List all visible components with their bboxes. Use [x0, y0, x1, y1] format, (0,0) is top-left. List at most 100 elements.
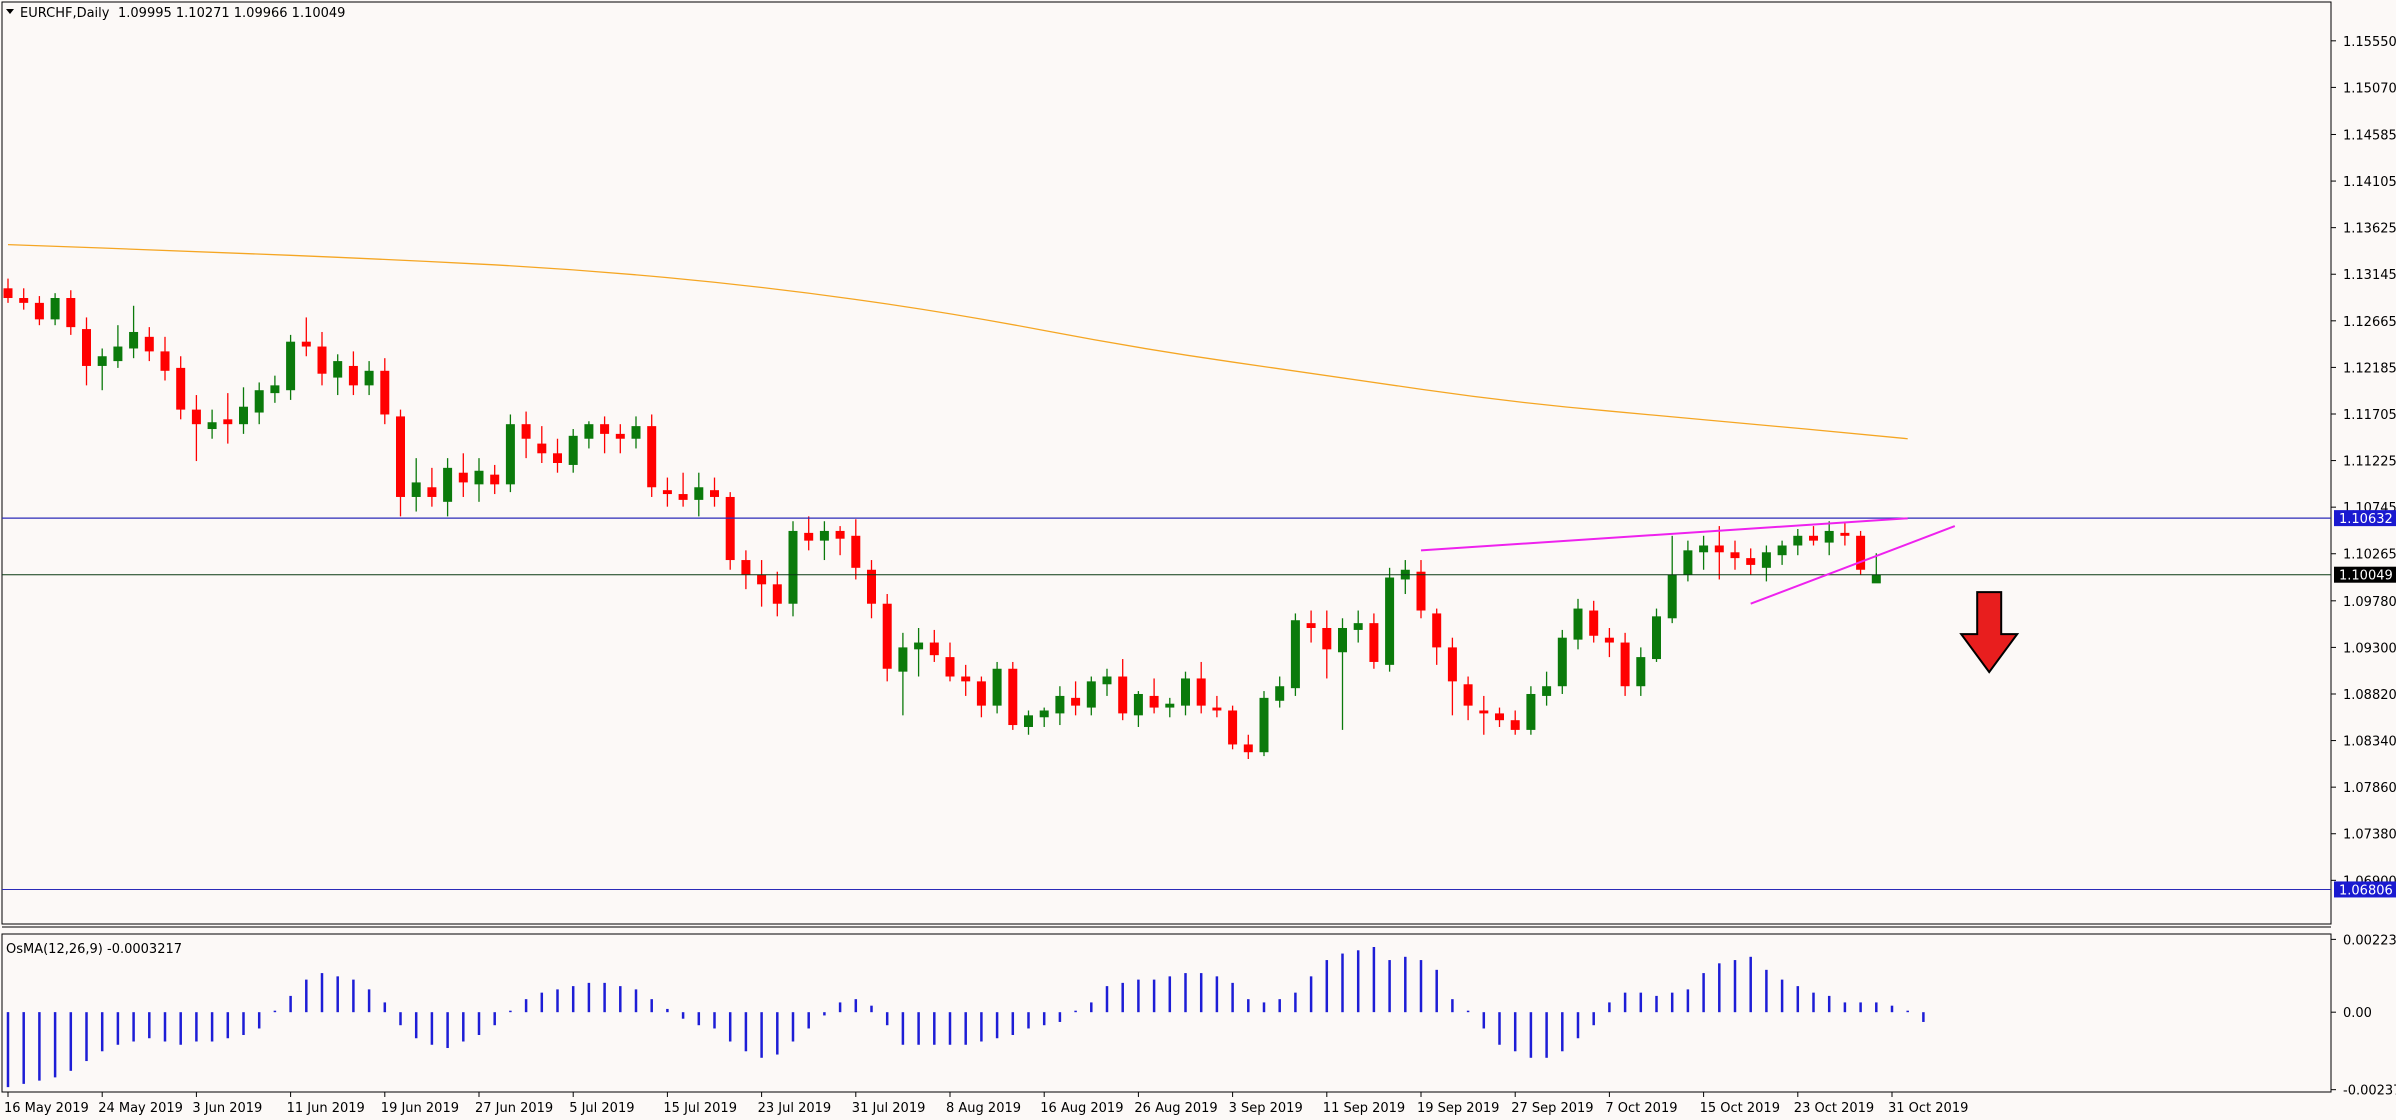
candle-bearish: [1243, 744, 1253, 753]
candle-bullish: [270, 385, 280, 394]
candle-bullish: [992, 668, 1002, 706]
candle-bearish: [1369, 623, 1379, 662]
moving-average-line: [7, 243, 1908, 440]
candle-bullish: [1793, 535, 1803, 546]
candle-bullish: [1102, 676, 1112, 685]
candle-bearish: [191, 409, 201, 425]
price-panel-border: [1, 1, 2332, 925]
price-label-box: [2334, 881, 2396, 898]
candle-bullish: [1353, 623, 1363, 630]
wedge-lower-trendline: [1750, 525, 1956, 605]
candle-bearish: [317, 346, 327, 374]
candle-bullish: [1683, 550, 1693, 575]
candle-bearish: [1322, 627, 1332, 650]
time-tick-label: 3 Jun 2019: [192, 1101, 262, 1116]
dropdown-triangle-icon[interactable]: [6, 9, 14, 14]
candle-bearish: [19, 298, 29, 303]
time-tick-label: 3 Sep 2019: [1229, 1101, 1303, 1116]
candle-bullish: [1385, 577, 1395, 665]
candle-bearish: [741, 560, 751, 575]
candle-bearish: [66, 298, 76, 328]
price-label-box: [2334, 510, 2396, 527]
candle-bearish: [976, 681, 986, 706]
candle-bearish: [1730, 552, 1740, 559]
time-tick-label: 19 Jun 2019: [381, 1101, 459, 1116]
candle-bearish: [1479, 710, 1489, 714]
candle-bullish: [97, 356, 107, 366]
candle-bullish: [568, 435, 578, 465]
candle-bearish: [882, 603, 892, 669]
price-tick-label: 1.15550: [2343, 35, 2396, 50]
osma-panel-border: [1, 933, 2332, 1093]
candle-bullish: [1338, 627, 1347, 653]
osma-panel: [1, 933, 2332, 1093]
candle-bullish: [1039, 710, 1049, 718]
candle-bullish: [1557, 637, 1567, 687]
candle-bearish: [1008, 668, 1018, 726]
time-tick-label: 8 Aug 2019: [946, 1101, 1021, 1116]
candle-bearish: [757, 574, 767, 585]
candle-bearish: [553, 453, 562, 463]
candle-bearish: [1809, 535, 1818, 541]
candle-bearish: [1589, 610, 1599, 636]
time-tick-label: 31 Oct 2019: [1888, 1101, 1968, 1116]
time-tick-label: 7 Oct 2019: [1605, 1101, 1677, 1116]
candle-bearish: [710, 490, 719, 497]
price-axis: 1.15550 1.15070 1.14585 1.14105 1.13625 1.131…: [2331, 35, 2396, 1099]
candle-bullish: [1133, 693, 1143, 716]
candle-bullish: [1824, 530, 1834, 543]
candle-bearish: [1447, 647, 1457, 682]
candle-bearish: [1432, 613, 1442, 648]
candle-bearish: [458, 472, 468, 483]
candle-bearish: [772, 584, 782, 604]
time-tick-label: 16 Aug 2019: [1040, 1101, 1123, 1116]
candle-bullish: [1275, 686, 1285, 701]
price-label-current: 1.10049: [2339, 569, 2393, 584]
price-tick-label: 1.12185: [2343, 361, 2396, 376]
candle-bearish: [1620, 642, 1630, 687]
price-tick-label: 1.12665: [2343, 315, 2396, 330]
candle-bearish: [1510, 720, 1520, 730]
price-tick-label: 1.07380: [2343, 828, 2396, 843]
candle-bearish: [490, 474, 500, 485]
candle-bullish: [1573, 608, 1583, 640]
price-label-resistance: 1.10632: [2339, 512, 2393, 527]
candle-bearish: [961, 676, 971, 682]
candle-bearish: [427, 487, 437, 497]
candle-bearish: [82, 329, 91, 366]
candle-bullish: [113, 346, 123, 362]
candle-bullish: [631, 426, 641, 439]
osma-tick-label: 0.0022351: [2343, 933, 2396, 948]
price-tick-label: 1.13145: [2343, 268, 2396, 283]
candle-bullish: [694, 487, 704, 500]
candle-bearish: [867, 569, 876, 604]
candle-bullish: [1761, 552, 1771, 568]
price-tick-label: 1.08820: [2343, 688, 2396, 703]
time-tick-label: 11 Jun 2019: [287, 1101, 365, 1116]
candle-bearish: [34, 302, 44, 320]
candle-bearish: [521, 424, 531, 439]
candle-bullish: [254, 390, 264, 413]
candle-bullish: [474, 470, 484, 485]
time-tick-label: 5 Jul 2019: [569, 1101, 634, 1116]
candle-bearish: [3, 288, 13, 299]
candle-bullish: [1181, 678, 1190, 706]
candle-bullish: [1259, 697, 1269, 753]
candle-bearish: [804, 532, 814, 541]
candle-bullish: [788, 530, 798, 604]
candle-bullish: [286, 341, 296, 391]
candle-bearish: [835, 530, 845, 539]
down-arrow-icon: [1959, 591, 2020, 674]
candle-bullish: [505, 424, 515, 485]
time-tick-label: 16 May 2019: [4, 1101, 89, 1116]
price-panel: [1, 1, 2332, 928]
candle-bearish: [851, 535, 861, 568]
price-label-box: [2334, 566, 2396, 583]
candle-bearish: [1495, 713, 1504, 721]
price-tick-label: 1.15070: [2343, 81, 2396, 96]
candle-bullish: [364, 370, 374, 386]
candle-bullish: [1526, 693, 1536, 730]
overlays: [2, 243, 2331, 890]
